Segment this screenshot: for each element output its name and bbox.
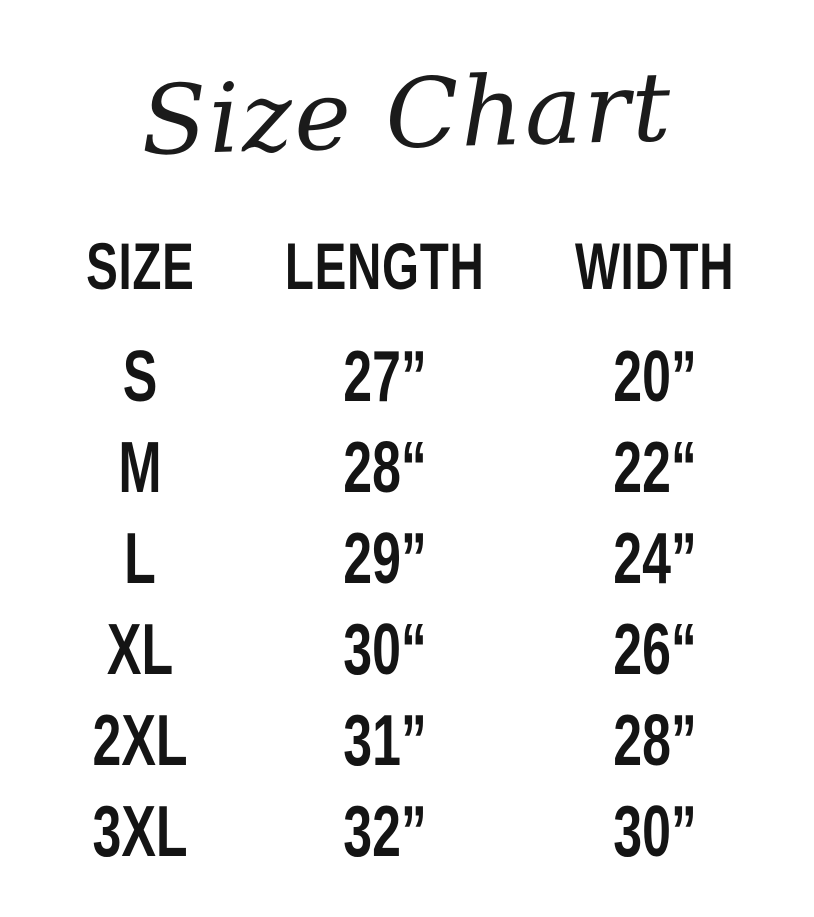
size-cell: M [40, 422, 240, 513]
size-value: XL [106, 609, 174, 690]
length-cell: 29” [260, 513, 510, 604]
width-cell: 20” [530, 331, 780, 422]
table-header-row: SIZE LENGTH WIDTH [40, 229, 780, 303]
size-value: L [124, 518, 156, 599]
size-cell: L [40, 513, 240, 604]
table-row: L 29” 24” [40, 513, 780, 604]
length-cell: 30“ [260, 604, 510, 695]
size-cell: XL [40, 604, 240, 695]
table-row: 3XL 32” 30” [40, 786, 780, 877]
title-wrap: Size Chart [0, 38, 814, 190]
width-value: 22“ [613, 427, 697, 508]
table-row: XL 30“ 26“ [40, 604, 780, 695]
column-header-width-label: WIDTH [575, 229, 735, 303]
table-body: S 27” 20” M 28“ 22“ L 29 [0, 331, 814, 877]
length-value: 32” [343, 791, 427, 872]
width-value: 30” [613, 791, 697, 872]
width-cell: 22“ [530, 422, 780, 513]
width-value: 26“ [613, 609, 697, 690]
column-header-width: WIDTH [530, 229, 780, 303]
length-value: 29” [343, 518, 427, 599]
size-value: M [118, 427, 162, 508]
length-value: 28“ [343, 427, 427, 508]
column-header-size: SIZE [40, 229, 240, 303]
column-header-size-label: SIZE [85, 229, 195, 303]
size-value: 2XL [92, 700, 188, 781]
table-row: 2XL 31” 28” [40, 695, 780, 786]
length-value: 27” [343, 336, 427, 417]
size-cell: 3XL [40, 786, 240, 877]
table-row: S 27” 20” [40, 331, 780, 422]
width-cell: 26“ [530, 604, 780, 695]
length-cell: 27” [260, 331, 510, 422]
size-value: 3XL [92, 791, 188, 872]
length-cell: 28“ [260, 422, 510, 513]
size-value: S [122, 336, 158, 417]
width-value: 24” [613, 518, 697, 599]
width-value: 20” [613, 336, 697, 417]
length-cell: 31” [260, 695, 510, 786]
column-header-length-label: LENGTH [285, 229, 485, 303]
width-cell: 24” [530, 513, 780, 604]
size-cell: 2XL [40, 695, 240, 786]
length-cell: 32” [260, 786, 510, 877]
width-value: 28” [613, 700, 697, 781]
page-title: Size Chart [139, 51, 675, 177]
size-cell: S [40, 331, 240, 422]
width-cell: 30” [530, 786, 780, 877]
length-value: 31” [343, 700, 427, 781]
length-value: 30“ [343, 609, 427, 690]
width-cell: 28” [530, 695, 780, 786]
column-header-length: LENGTH [260, 229, 510, 303]
table-row: M 28“ 22“ [40, 422, 780, 513]
